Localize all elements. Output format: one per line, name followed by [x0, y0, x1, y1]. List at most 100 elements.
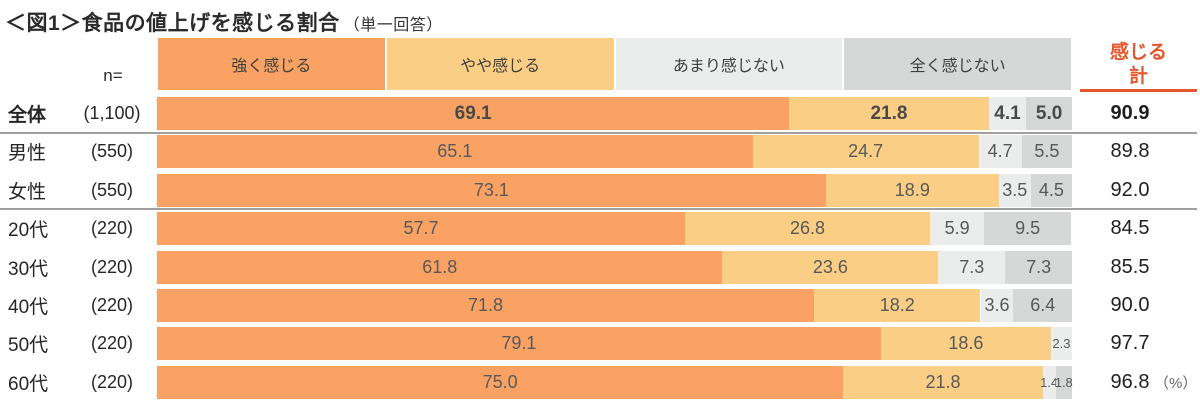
- bar-value-label: 5.5: [1034, 141, 1060, 162]
- bar-segment: 7.3: [1005, 250, 1072, 284]
- bar-segment: 69.1: [157, 97, 790, 130]
- bar-segment: 61.8: [157, 250, 723, 284]
- bar-value-label: 23.6: [812, 256, 848, 277]
- bar-segment: 21.8: [843, 365, 1043, 399]
- bar-value-label: 18.2: [879, 295, 915, 315]
- row-total: 92.0: [1110, 178, 1150, 201]
- bar-value-label: 69.1: [454, 102, 492, 124]
- bar-value-label: 79.1: [501, 333, 537, 354]
- bar-segment: 26.8: [684, 212, 931, 246]
- bar-segment: 6.4: [1013, 289, 1072, 322]
- bar-segment: 75.0: [157, 365, 844, 399]
- group-separator-line: [0, 131, 1197, 134]
- row-total: 85.5: [1110, 255, 1150, 278]
- table-row: 全体 (1,100) 69.1 21.8 4.1 5.0 90.9: [0, 97, 1200, 130]
- bar-value-label: 73.1: [473, 179, 509, 200]
- row-n-value: (550): [90, 179, 134, 200]
- table-row: 30代 (220) 61.8 23.6 7.3 7.3 85.5: [0, 250, 1200, 284]
- bar-value-label: 18.9: [894, 179, 930, 200]
- bar-value-label: 3.5: [1002, 179, 1028, 200]
- row-total: 96.8: [1110, 370, 1150, 393]
- bar-value-label: 57.7: [403, 218, 439, 239]
- bar-value-label: 61.8: [422, 256, 458, 277]
- bar-value-label: 2.3: [1052, 336, 1071, 352]
- bar-value-label: 4.7: [987, 141, 1013, 162]
- row-n-value: (220): [90, 218, 134, 239]
- legend-item-1: 強く感じる: [158, 38, 385, 90]
- bar-value-label: 18.6: [948, 333, 984, 354]
- row-label: 30代: [8, 258, 49, 280]
- row-total: 89.8: [1110, 140, 1150, 163]
- n-column-header: n=: [103, 66, 123, 85]
- table-row: 女性 (550) 73.1 18.9 3.5 4.5 92.0: [0, 173, 1200, 207]
- bar-value-label: 3.6: [984, 295, 1010, 315]
- feel-total-header-line2: 計: [1128, 66, 1148, 87]
- bar-segment: 1.4: [1040, 365, 1059, 399]
- bar-value-label: 71.8: [467, 295, 503, 315]
- row-total: 97.7: [1110, 332, 1150, 355]
- bar-segment: 3.6: [980, 289, 1014, 322]
- row-n-value: (220): [90, 333, 134, 354]
- bar-value-label: 4.1: [994, 102, 1021, 124]
- chart-title-sub: （単一回答）: [343, 17, 443, 34]
- row-n-value: (220): [90, 256, 134, 277]
- bar-segment: 1.8: [1055, 365, 1073, 399]
- row-label: 全体: [8, 105, 47, 126]
- legend-item-3: あまり感じない: [615, 38, 843, 90]
- bar-segment: 3.5: [998, 173, 1031, 207]
- feel-total-header: 感じる 計: [1080, 41, 1197, 89]
- bar-segment: 79.1: [157, 327, 881, 361]
- row-label: 女性: [8, 181, 47, 203]
- bar-segment: 5.9: [930, 212, 985, 246]
- bar-segment: 73.1: [157, 173, 826, 207]
- bar-value-label: 1.4: [1040, 374, 1059, 390]
- bar-value-label: 24.7: [848, 141, 884, 162]
- bar-value-label: 4.5: [1038, 179, 1064, 200]
- row-label: 50代: [8, 335, 49, 357]
- bar-value-label: 6.4: [1030, 295, 1056, 315]
- group-separator-line: [0, 208, 1197, 211]
- bar-segment: 4.5: [1030, 173, 1072, 207]
- bar-segment: 24.7: [752, 135, 979, 169]
- row-total: 90.9: [1110, 102, 1150, 124]
- bar-segment: 2.3: [1050, 327, 1072, 361]
- row-label: 20代: [8, 220, 49, 242]
- bar-segment: 71.8: [157, 289, 814, 322]
- bar-segment: 4.1: [988, 97, 1027, 130]
- bar-value-label: 7.3: [1026, 256, 1052, 277]
- table-row: 40代 (220) 71.8 18.2 3.6 6.4 90.0: [0, 289, 1200, 322]
- bar-value-label: 9.5: [1015, 218, 1041, 239]
- bar-value-label: 5.9: [944, 218, 970, 239]
- row-n-value: (220): [90, 371, 134, 392]
- bar-segment: 21.8: [789, 97, 989, 130]
- percent-unit-note: （%）: [1154, 374, 1198, 392]
- row-label: 60代: [8, 373, 49, 395]
- bar-value-label: 26.8: [790, 218, 826, 239]
- row-total: 90.0: [1110, 294, 1150, 316]
- row-n-value: (220): [90, 295, 134, 315]
- legend-item-2: やや感じる: [386, 38, 614, 90]
- bar-segment: 9.5: [984, 212, 1072, 246]
- bar-value-label: 21.8: [870, 102, 908, 124]
- table-row: 60代 (220) 75.0 21.8 1.4 1.8 96.8: [0, 365, 1200, 399]
- bar-value-label: 5.0: [1035, 102, 1063, 124]
- bar-value-label: 21.8: [925, 371, 961, 392]
- table-row: 50代 (220) 79.1 18.6 2.3 97.7: [0, 327, 1200, 361]
- row-total: 84.5: [1110, 217, 1150, 240]
- bar-value-label: 65.1: [437, 141, 473, 162]
- bar-segment: 7.3: [938, 250, 1006, 284]
- table-row: 20代 (220) 57.7 26.8 5.9 9.5 84.5: [0, 212, 1200, 246]
- bar-segment: 65.1: [157, 135, 753, 169]
- row-label: 男性: [8, 143, 47, 165]
- bar-segment: 18.9: [825, 173, 999, 207]
- bar-segment: 5.5: [1021, 135, 1072, 169]
- bar-value-label: 75.0: [482, 371, 518, 392]
- chart-title: ＜図1＞食品の値上げを感じる割合 （単一回答）: [5, 7, 443, 37]
- row-n-value: (550): [90, 141, 134, 162]
- legend-item-4: 全く感じない: [844, 38, 1071, 90]
- row-label: 40代: [8, 297, 49, 318]
- row-n-value: (1,100): [83, 103, 141, 123]
- chart-title-main: ＜図1＞食品の値上げを感じる割合: [5, 12, 340, 35]
- bar-segment: 4.7: [978, 135, 1022, 169]
